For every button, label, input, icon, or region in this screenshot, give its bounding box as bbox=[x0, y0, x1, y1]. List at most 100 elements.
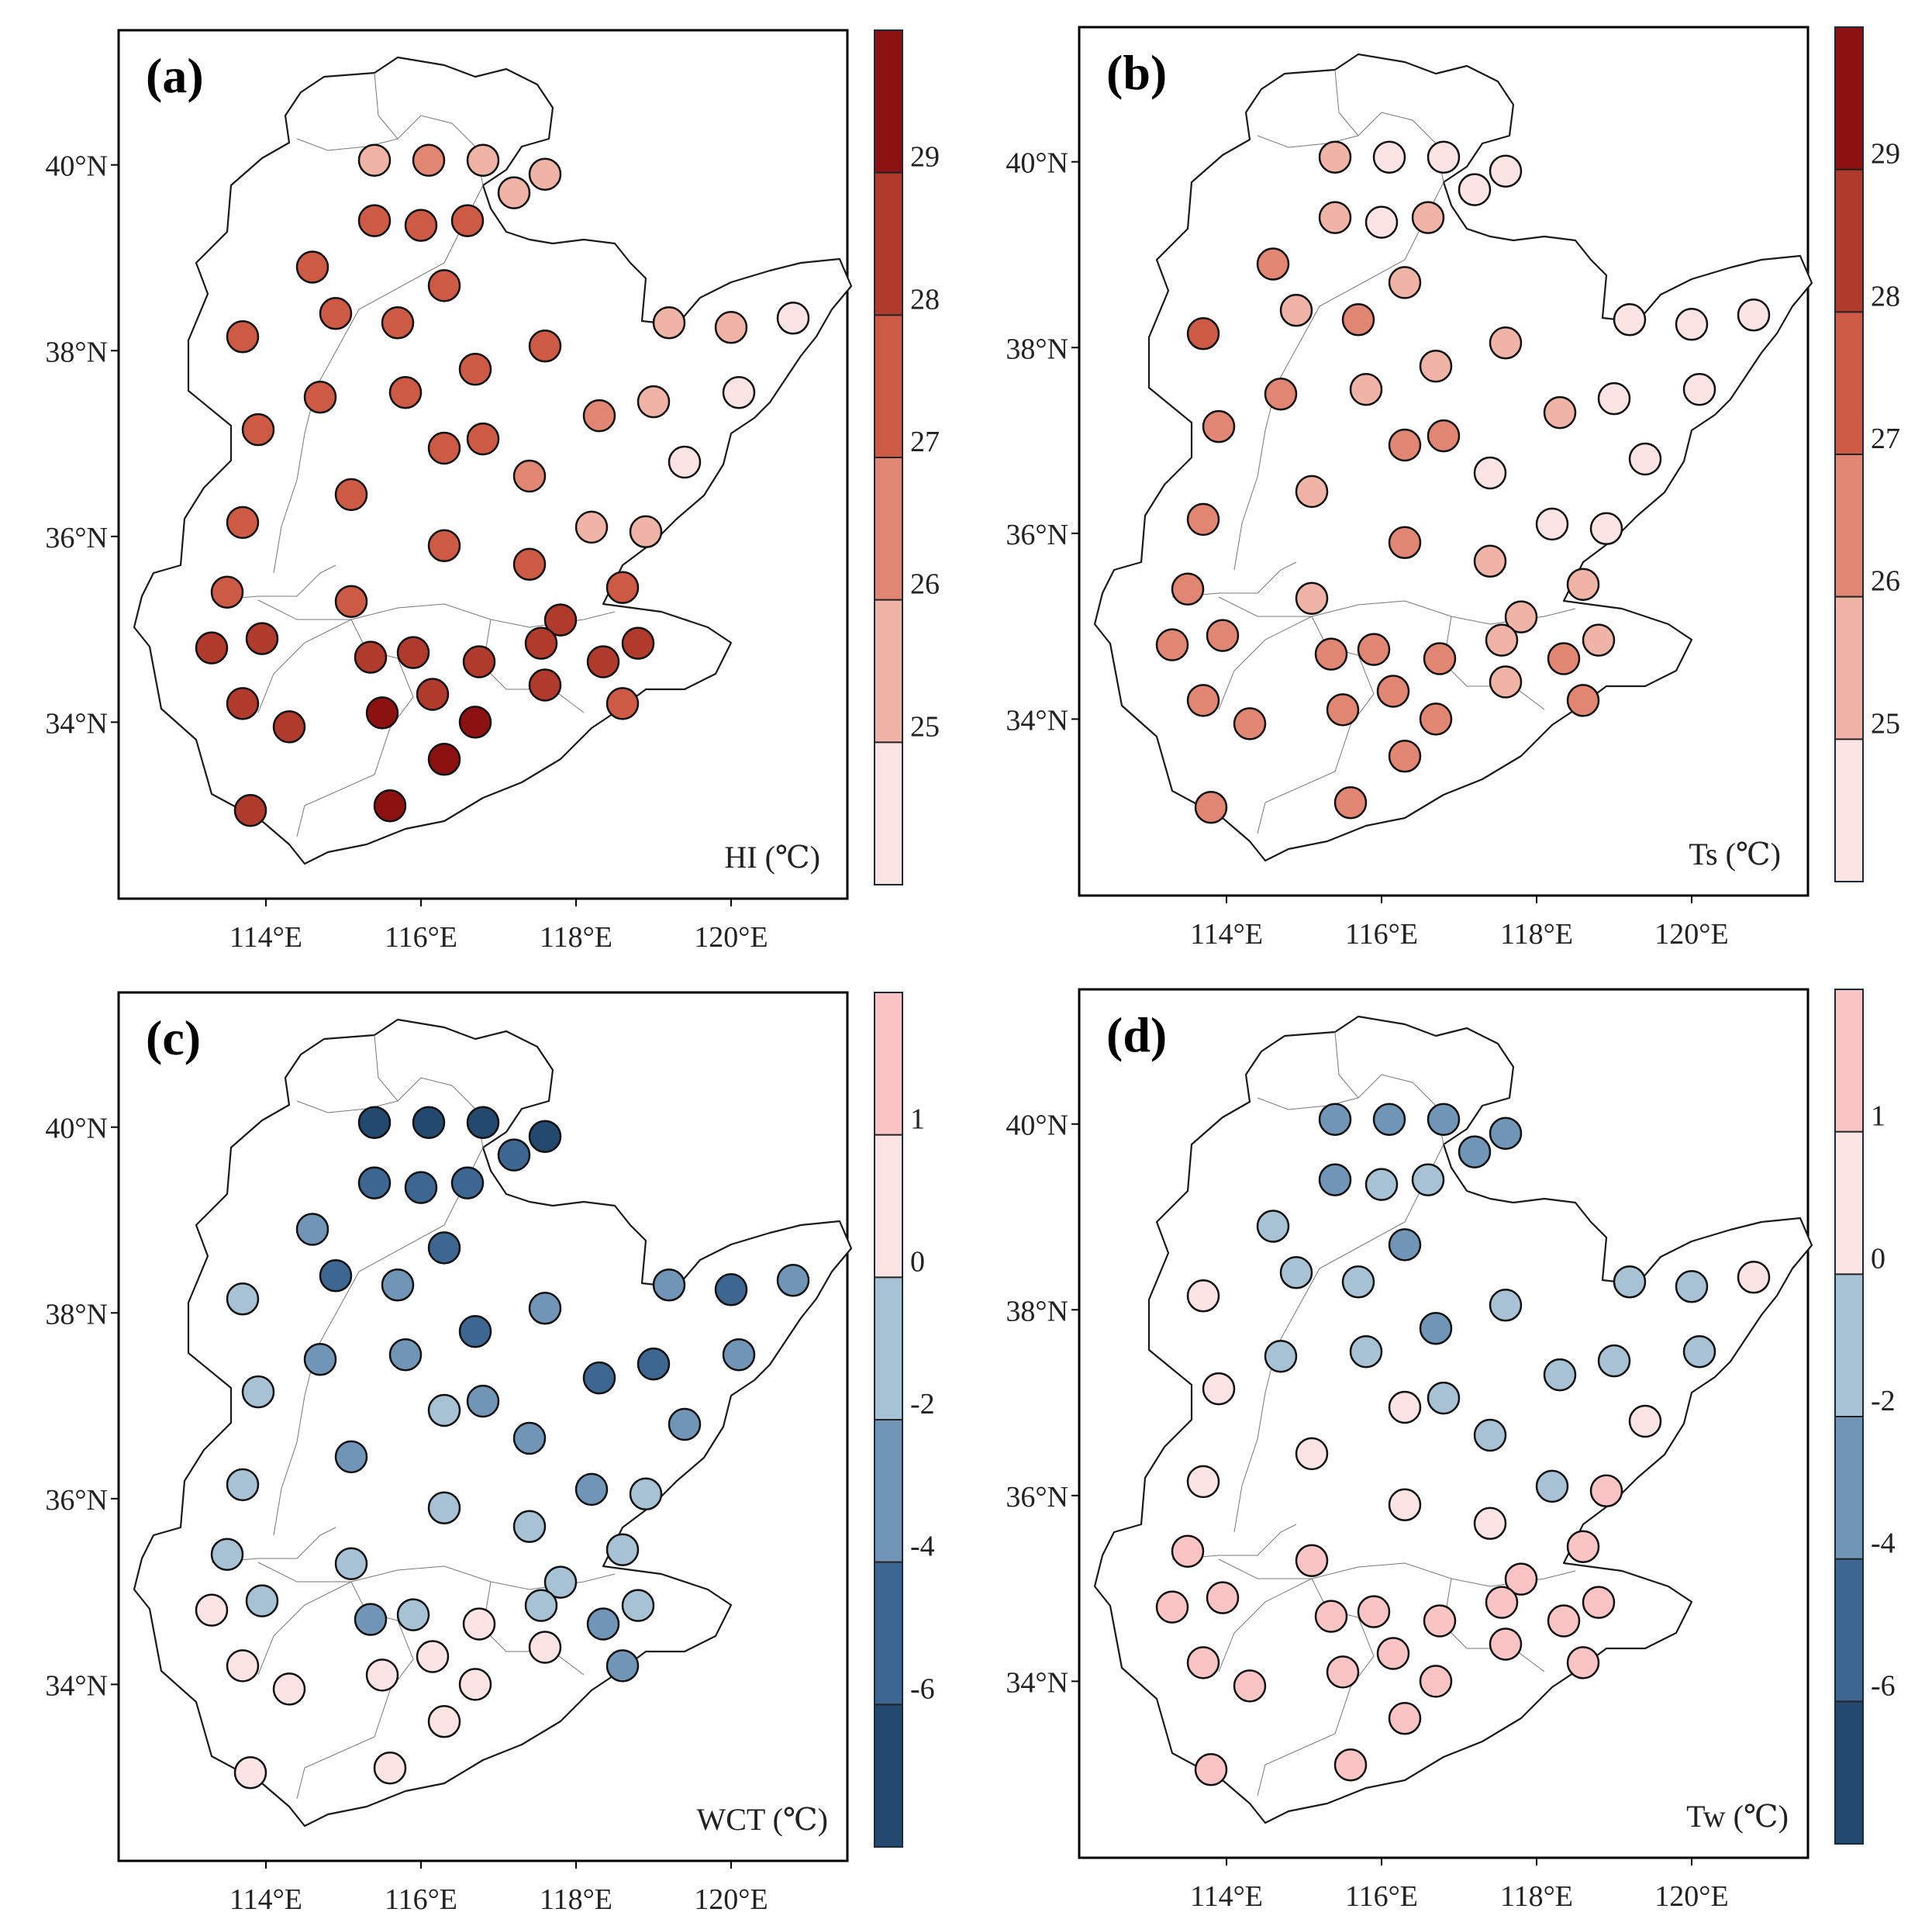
station-marker bbox=[1341, 303, 1375, 337]
colorbar-c: 1 0 -2 -4 -6 bbox=[874, 992, 935, 1848]
station-marker bbox=[1489, 154, 1523, 188]
lon-tick-label: 118°E bbox=[1500, 1880, 1573, 1913]
station-marker bbox=[1155, 1590, 1189, 1624]
variable-label-c: WCT (℃) bbox=[696, 1802, 828, 1837]
colorbar-bin bbox=[1835, 739, 1863, 882]
station-marker bbox=[1458, 173, 1492, 206]
station-marker bbox=[1333, 1748, 1368, 1782]
lat-tick-label: 36°N bbox=[1006, 1481, 1068, 1514]
station-marker bbox=[629, 1477, 663, 1511]
station-marker bbox=[1473, 544, 1507, 578]
colorbar-bin bbox=[1835, 596, 1863, 740]
station-marker bbox=[1737, 299, 1771, 332]
station-marker bbox=[512, 1510, 547, 1544]
panel-letter-a: (a) bbox=[146, 48, 204, 103]
station-marker bbox=[1473, 1507, 1507, 1541]
stations-b bbox=[1155, 140, 1771, 824]
station-marker bbox=[1504, 1562, 1538, 1596]
station-marker bbox=[427, 529, 461, 563]
colorbar-tick-label: -2 bbox=[910, 1388, 935, 1420]
station-marker bbox=[1333, 785, 1368, 820]
station-marker bbox=[245, 1584, 279, 1617]
station-marker bbox=[210, 1538, 244, 1571]
station-marker bbox=[334, 478, 368, 512]
station-marker bbox=[1589, 1474, 1623, 1508]
station-marker bbox=[1504, 600, 1538, 633]
station-marker bbox=[621, 1589, 655, 1622]
colorbar-bin bbox=[875, 457, 902, 600]
station-marker bbox=[528, 157, 562, 191]
colorbar-tick-label: -6 bbox=[910, 1672, 935, 1705]
station-marker bbox=[195, 631, 229, 664]
panel-c: (c) WCT (℃) 40°N 38°N 36°N 34°N 114°E 116°E 1… bbox=[45, 991, 935, 1916]
station-marker bbox=[629, 515, 663, 549]
colorbar-d: 1 0 -2 -4 -6 bbox=[1834, 989, 1896, 1845]
station-marker bbox=[1295, 1544, 1329, 1577]
station-marker bbox=[668, 445, 702, 479]
station-marker bbox=[462, 1607, 496, 1641]
station-marker bbox=[1597, 1344, 1631, 1378]
station-marker bbox=[1349, 372, 1383, 406]
colorbar-bin bbox=[1835, 1701, 1863, 1844]
station-marker bbox=[512, 459, 547, 493]
station-marker bbox=[1485, 623, 1519, 657]
station-marker bbox=[1318, 140, 1352, 174]
colorbar-bin bbox=[875, 315, 902, 457]
station-marker bbox=[1613, 1265, 1647, 1299]
colorbar-tick-label: 26 bbox=[910, 568, 940, 601]
station-marker bbox=[458, 706, 492, 739]
station-marker bbox=[388, 1338, 423, 1372]
station-marker bbox=[416, 1640, 450, 1673]
station-marker bbox=[241, 412, 275, 447]
station-marker bbox=[1473, 456, 1507, 490]
station-marker bbox=[1233, 1669, 1267, 1703]
lat-tick-label: 38°N bbox=[45, 336, 108, 368]
station-marker bbox=[1427, 140, 1461, 174]
station-marker bbox=[458, 352, 492, 386]
station-marker bbox=[427, 743, 461, 776]
station-marker bbox=[1628, 442, 1662, 476]
colorbar-tick-label: 27 bbox=[910, 426, 940, 458]
station-marker bbox=[462, 645, 496, 678]
colorbar-tick-label: 29 bbox=[910, 141, 940, 174]
station-marker bbox=[1314, 637, 1348, 671]
station-marker bbox=[524, 1589, 558, 1622]
station-marker bbox=[226, 320, 260, 354]
station-marker bbox=[319, 297, 353, 330]
station-marker bbox=[1682, 372, 1716, 406]
station-marker bbox=[1206, 619, 1240, 652]
station-marker bbox=[1171, 572, 1205, 606]
station-marker bbox=[466, 143, 500, 177]
station-marker bbox=[1186, 1279, 1220, 1313]
colorbar-a: 29 28 27 26 25 bbox=[874, 29, 940, 885]
station-marker bbox=[1186, 502, 1220, 537]
colorbar-bin bbox=[1835, 1131, 1863, 1275]
station-marker bbox=[373, 789, 407, 823]
station-marker bbox=[1388, 1228, 1422, 1262]
colorbar-tick-label: -4 bbox=[910, 1531, 935, 1563]
station-marker bbox=[1427, 1103, 1461, 1136]
station-marker bbox=[1543, 395, 1577, 430]
colorbar-bin bbox=[875, 30, 902, 173]
station-marker bbox=[1279, 1256, 1313, 1289]
station-marker bbox=[605, 571, 640, 604]
colorbar-bin bbox=[875, 1277, 902, 1420]
station-marker bbox=[1256, 1210, 1290, 1243]
station-marker bbox=[714, 311, 748, 344]
station-marker bbox=[1489, 1117, 1523, 1150]
station-marker bbox=[1535, 1469, 1569, 1503]
station-marker bbox=[334, 1440, 368, 1474]
station-marker bbox=[1419, 1311, 1453, 1345]
station-marker bbox=[1411, 1163, 1445, 1196]
station-marker bbox=[1675, 1270, 1709, 1303]
stations-d bbox=[1155, 1103, 1771, 1786]
stations-c bbox=[195, 1106, 810, 1790]
variable-label-d: Tw (℃) bbox=[1686, 1799, 1789, 1834]
station-marker bbox=[668, 1407, 702, 1441]
station-marker bbox=[381, 306, 415, 340]
colorbar-tick-label: 25 bbox=[1871, 707, 1900, 740]
station-marker bbox=[543, 603, 578, 637]
station-marker bbox=[1364, 1168, 1399, 1201]
station-marker bbox=[497, 176, 531, 209]
